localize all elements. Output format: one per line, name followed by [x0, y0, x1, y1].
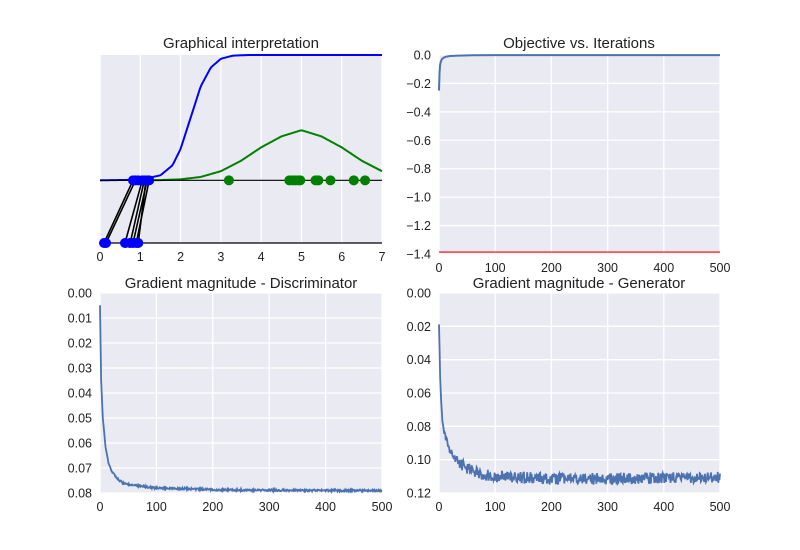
y-tick-label: 0.04 — [407, 353, 431, 367]
x-tick-label: 400 — [653, 261, 674, 275]
plot-area — [100, 55, 382, 243]
x-tick-label: 100 — [485, 500, 506, 514]
blue-data-point — [144, 175, 155, 186]
chart-marks — [438, 54, 721, 253]
chart-title: Graphical interpretation — [163, 35, 319, 52]
panel-graphical-interpretation: 0 1 2 3 4 5 6 7 Graphical interpretation — [97, 35, 386, 264]
y-tick-label: 0.06 — [68, 437, 92, 451]
y-tick-label: −0.8 — [406, 162, 431, 176]
x-tick-label: 1 — [137, 250, 144, 264]
chart-marks — [438, 324, 721, 486]
y-tick-label: 0.01 — [68, 312, 92, 326]
y-tick-label: −0.2 — [406, 77, 431, 91]
y-tick-label: 0.08 — [407, 420, 431, 434]
panel-gradient-discriminator: 0 100 200 300 400 500 0.00 0.01 0.02 0.03 0.04 0.05… — [68, 275, 393, 514]
grid — [99, 292, 383, 494]
x-tick-label: 0 — [97, 250, 104, 264]
x-tick-label: 500 — [710, 500, 731, 514]
x-tick-label: 2 — [177, 250, 184, 264]
x-tick-label: 200 — [202, 500, 223, 514]
blue-data-point — [133, 238, 144, 248]
x-tick-label: 300 — [597, 261, 618, 275]
y-tick-label: 0.10 — [407, 453, 431, 467]
x-tick-label: 400 — [653, 500, 674, 514]
x-tick-label: 100 — [485, 261, 506, 275]
x-tick-label: 7 — [379, 250, 386, 264]
green-data-point — [223, 175, 234, 186]
x-tick-label: 300 — [259, 500, 280, 514]
gradient-series-line — [99, 305, 383, 495]
mapping-line — [103, 179, 134, 244]
x-tick-label: 5 — [298, 250, 305, 264]
tick-labels: 0 100 200 300 400 500 0.00 0.02 0.04 0.06 0.08 0.10… — [407, 287, 731, 515]
y-tick-label: 0.02 — [68, 337, 92, 351]
x-tick-label: 0 — [436, 500, 443, 514]
panel-objective: 0 100 200 300 400 500 0.0 −0.2 −0.4 −0.6 −0.8 −1.0 −… — [406, 35, 730, 275]
x-tick-label: 6 — [338, 250, 345, 264]
y-tick-label: −0.6 — [406, 134, 431, 148]
panel-gradient-generator: 0 100 200 300 400 500 0.00 0.02 0.04 0.06 0.08 0.10… — [407, 275, 731, 514]
x-tick-label: 0 — [97, 500, 104, 514]
x-tick-label: 300 — [597, 500, 618, 514]
y-tick-label: 0.0 — [414, 49, 431, 63]
tick-labels: 0 1 2 3 4 5 6 7 — [97, 250, 386, 264]
y-tick-label: 0.03 — [68, 362, 92, 376]
x-tick-label: 500 — [372, 500, 393, 514]
y-tick-label: 0.00 — [407, 287, 431, 301]
chart-marks — [99, 54, 383, 248]
chart-title: Gradient magnitude - Discriminator — [125, 275, 358, 292]
tick-labels: 0 100 200 300 400 500 0.00 0.01 0.02 0.03 0.04 0.05… — [68, 287, 393, 515]
mapping-line — [132, 180, 148, 244]
y-tick-label: −1.2 — [406, 219, 431, 233]
x-tick-label: 100 — [146, 500, 167, 514]
y-tick-label: −0.4 — [406, 105, 431, 119]
x-tick-label: 4 — [258, 250, 265, 264]
chart-marks — [99, 305, 383, 495]
green-data-point — [313, 175, 324, 186]
gaussian-density-line — [140, 129, 383, 182]
x-tick-label: 400 — [315, 500, 336, 514]
grid — [438, 292, 721, 494]
y-tick-label: −1.0 — [406, 191, 431, 205]
y-tick-label: 0.00 — [68, 287, 92, 301]
x-tick-label: 0 — [436, 261, 443, 275]
y-tick-label: 0.06 — [407, 387, 431, 401]
mapping-line — [105, 179, 137, 244]
chart-title: Objective vs. Iterations — [503, 35, 655, 52]
mapping-line — [124, 180, 144, 244]
y-tick-label: 0.05 — [68, 412, 92, 426]
x-tick-label: 500 — [710, 261, 731, 275]
mapping-line — [129, 180, 146, 244]
green-data-point — [295, 175, 306, 186]
green-data-point — [325, 175, 336, 186]
tick-labels: 0 100 200 300 400 500 0.0 −0.2 −0.4 −0.6 −0.8 −1.0 −… — [406, 49, 730, 276]
y-tick-label: 0.07 — [68, 462, 92, 476]
y-tick-label: 0.08 — [68, 487, 92, 501]
objective-line — [438, 54, 721, 91]
x-tick-label: 200 — [541, 500, 562, 514]
blue-data-point — [101, 238, 112, 248]
y-tick-label: −1.4 — [406, 248, 431, 262]
y-tick-label: 0.12 — [407, 487, 431, 501]
y-tick-label: 0.04 — [68, 387, 92, 401]
green-data-point — [360, 175, 371, 186]
gradient-series-line — [438, 324, 721, 486]
mapping-line — [135, 180, 150, 244]
green-data-point — [348, 175, 359, 186]
x-tick-label: 200 — [541, 261, 562, 275]
plot-area — [439, 55, 720, 254]
y-tick-label: 0.02 — [407, 320, 431, 334]
x-tick-label: 3 — [217, 250, 224, 264]
chart-title: Gradient magnitude - Generator — [473, 275, 686, 292]
